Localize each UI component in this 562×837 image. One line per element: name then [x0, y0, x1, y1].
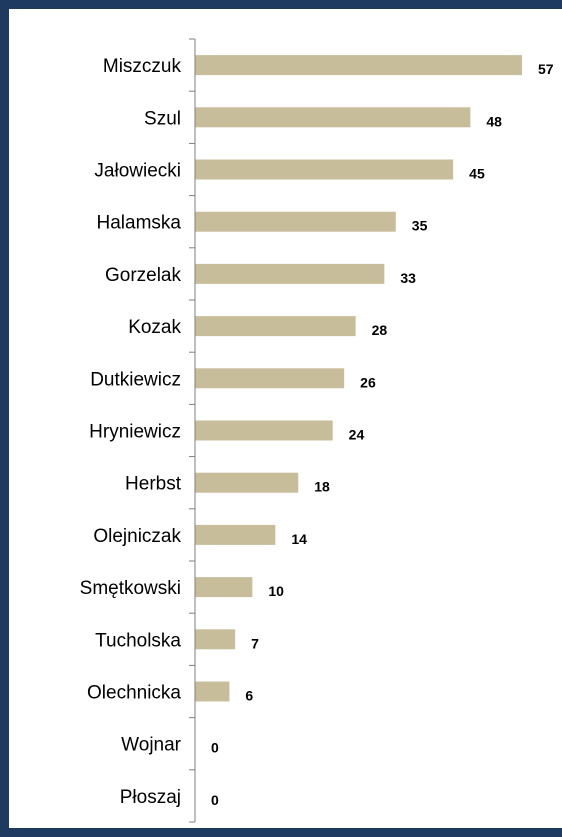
data-label: 6: [245, 688, 253, 704]
bar-1: [195, 55, 522, 76]
category-label: Gorzelak: [105, 265, 182, 286]
category-label: Dutkiewicz: [90, 369, 181, 390]
bar-4: [195, 211, 396, 232]
category-label: Wojnar: [121, 735, 182, 756]
category-label: Hryniewicz: [89, 422, 181, 443]
category-label: Tucholska: [95, 630, 181, 651]
bar-8: [195, 420, 333, 441]
data-label: 33: [400, 270, 416, 286]
data-label: 57: [538, 61, 554, 77]
data-label: 10: [268, 583, 284, 599]
bar-12: [195, 629, 236, 650]
data-label: 0: [211, 792, 219, 808]
data-label: 0: [211, 740, 219, 756]
bar-2: [195, 107, 471, 128]
category-label: Herbst: [125, 474, 182, 495]
category-label: Płoszaj: [120, 787, 181, 808]
data-label: 7: [251, 635, 259, 651]
data-label: 45: [469, 166, 485, 182]
data-label: 28: [372, 322, 388, 338]
category-label: Miszczuk: [103, 56, 182, 77]
category-label: Kozak: [128, 317, 181, 338]
category-label: Olejniczak: [93, 526, 181, 547]
bar-13: [195, 681, 230, 702]
data-label: 26: [360, 374, 376, 390]
bar-3: [195, 159, 454, 180]
data-label: 48: [486, 113, 502, 129]
category-label: Olechnicka: [87, 683, 181, 704]
data-label: 24: [349, 427, 365, 443]
bar-7: [195, 368, 345, 389]
category-label: Halamska: [97, 213, 182, 234]
bar-9: [195, 472, 299, 493]
category-label: Jałowiecki: [94, 161, 181, 182]
chart-frame: Miszczuk Szul Jałowiecki Halamska Gorzelak Ko…: [9, 9, 562, 828]
data-label: 14: [291, 531, 307, 547]
bar-11: [195, 577, 253, 598]
bar-6: [195, 316, 356, 337]
category-label: Smętkowski: [80, 578, 181, 599]
bar-5: [195, 263, 385, 284]
bar-chart: Miszczuk Szul Jałowiecki Halamska Gorzelak Ko…: [80, 38, 554, 823]
category-label: Szul: [144, 108, 181, 129]
data-label: 18: [314, 479, 330, 495]
data-label: 35: [412, 218, 428, 234]
bar-10: [195, 524, 276, 545]
